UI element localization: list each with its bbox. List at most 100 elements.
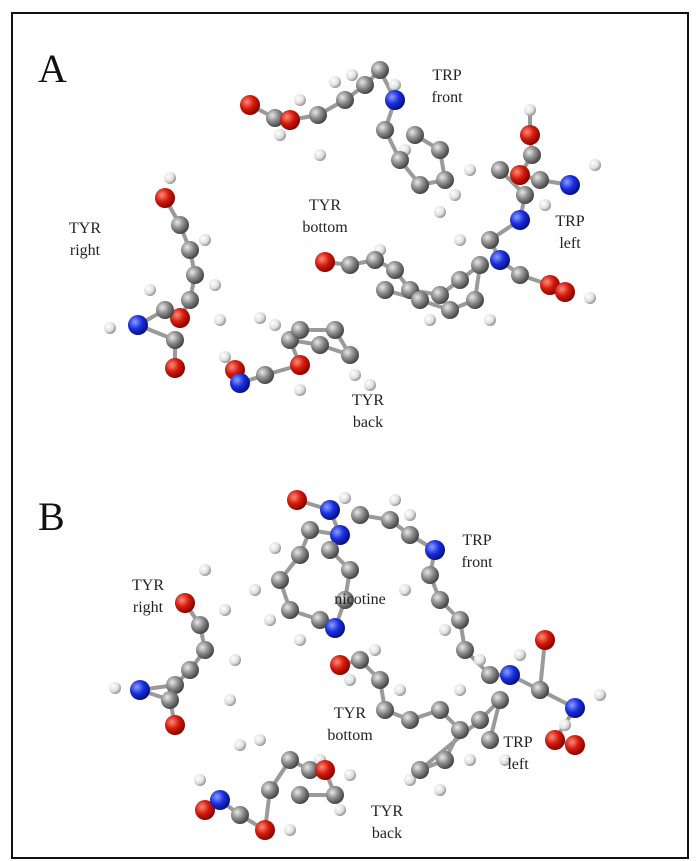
frame <box>11 12 689 859</box>
annotation: TRP <box>462 532 491 549</box>
atom <box>431 286 449 304</box>
atom <box>291 786 309 804</box>
atom <box>311 611 329 629</box>
atom <box>165 715 185 735</box>
panel-label: B <box>38 494 65 539</box>
atom <box>161 691 179 709</box>
atom <box>491 691 509 709</box>
atom <box>411 176 429 194</box>
atom <box>326 786 344 804</box>
annotation: left <box>559 235 581 252</box>
atom <box>464 754 476 766</box>
atom <box>391 151 409 169</box>
atom <box>346 69 358 81</box>
atom <box>449 189 461 201</box>
atom <box>290 355 310 375</box>
annotation: TYR <box>132 577 164 594</box>
atom <box>199 234 211 246</box>
atom <box>510 165 530 185</box>
atom <box>165 358 185 378</box>
atom <box>280 110 300 130</box>
atom <box>170 308 190 328</box>
atom <box>376 701 394 719</box>
atom <box>456 641 474 659</box>
atom <box>371 671 389 689</box>
atom <box>271 571 289 589</box>
annotation: TYR <box>334 705 366 722</box>
atom <box>284 824 296 836</box>
atom <box>369 644 381 656</box>
atom <box>385 90 405 110</box>
atom <box>336 91 354 109</box>
atom <box>209 279 221 291</box>
atom <box>339 492 351 504</box>
annotation: TRP <box>432 67 461 84</box>
atom <box>269 319 281 331</box>
atom <box>381 511 399 529</box>
atom <box>294 94 306 106</box>
atom <box>584 292 596 304</box>
atom <box>434 206 446 218</box>
atom <box>320 500 340 520</box>
atom <box>330 655 350 675</box>
annotation: back <box>353 414 383 431</box>
atom <box>287 490 307 510</box>
atom <box>464 164 476 176</box>
atom <box>454 234 466 246</box>
atom <box>514 649 526 661</box>
atom <box>523 146 541 164</box>
atom <box>406 126 424 144</box>
atom <box>451 611 469 629</box>
atom <box>545 730 565 750</box>
atom <box>301 521 319 539</box>
atom <box>171 216 189 234</box>
atom <box>330 525 350 545</box>
atom <box>539 199 551 211</box>
atom <box>540 275 560 295</box>
atom <box>309 106 327 124</box>
atom <box>425 540 445 560</box>
atom <box>166 676 184 694</box>
atom <box>315 760 335 780</box>
atom <box>535 630 555 650</box>
atom <box>181 661 199 679</box>
atom <box>281 601 299 619</box>
atom <box>531 681 549 699</box>
atom <box>431 141 449 159</box>
atom <box>155 188 175 208</box>
annotation: nicotine <box>334 591 386 608</box>
annotation: TYR <box>309 197 341 214</box>
atom <box>351 506 369 524</box>
annotation: right <box>133 599 164 616</box>
atom <box>274 129 286 141</box>
atom <box>559 719 571 731</box>
atom <box>325 618 345 638</box>
annotation: TRP <box>555 213 584 230</box>
atom <box>389 79 401 91</box>
atom <box>104 322 116 334</box>
atom <box>195 800 215 820</box>
atom <box>144 284 156 296</box>
atom <box>196 641 214 659</box>
annotation: TYR <box>69 220 101 237</box>
atom <box>481 666 499 684</box>
atom <box>191 616 209 634</box>
atom <box>181 291 199 309</box>
atom <box>344 674 356 686</box>
annotation: bottom <box>327 727 373 744</box>
annotation: left <box>507 756 529 773</box>
atom <box>594 689 606 701</box>
atom <box>399 584 411 596</box>
atom <box>516 186 534 204</box>
atom <box>471 711 489 729</box>
atom <box>264 614 276 626</box>
annotation: right <box>70 242 101 259</box>
atom <box>491 161 509 179</box>
atom <box>256 366 274 384</box>
atom <box>436 751 454 769</box>
atom <box>401 711 419 729</box>
atom <box>254 312 266 324</box>
atom <box>439 624 451 636</box>
atom <box>341 346 359 364</box>
atom <box>404 774 416 786</box>
